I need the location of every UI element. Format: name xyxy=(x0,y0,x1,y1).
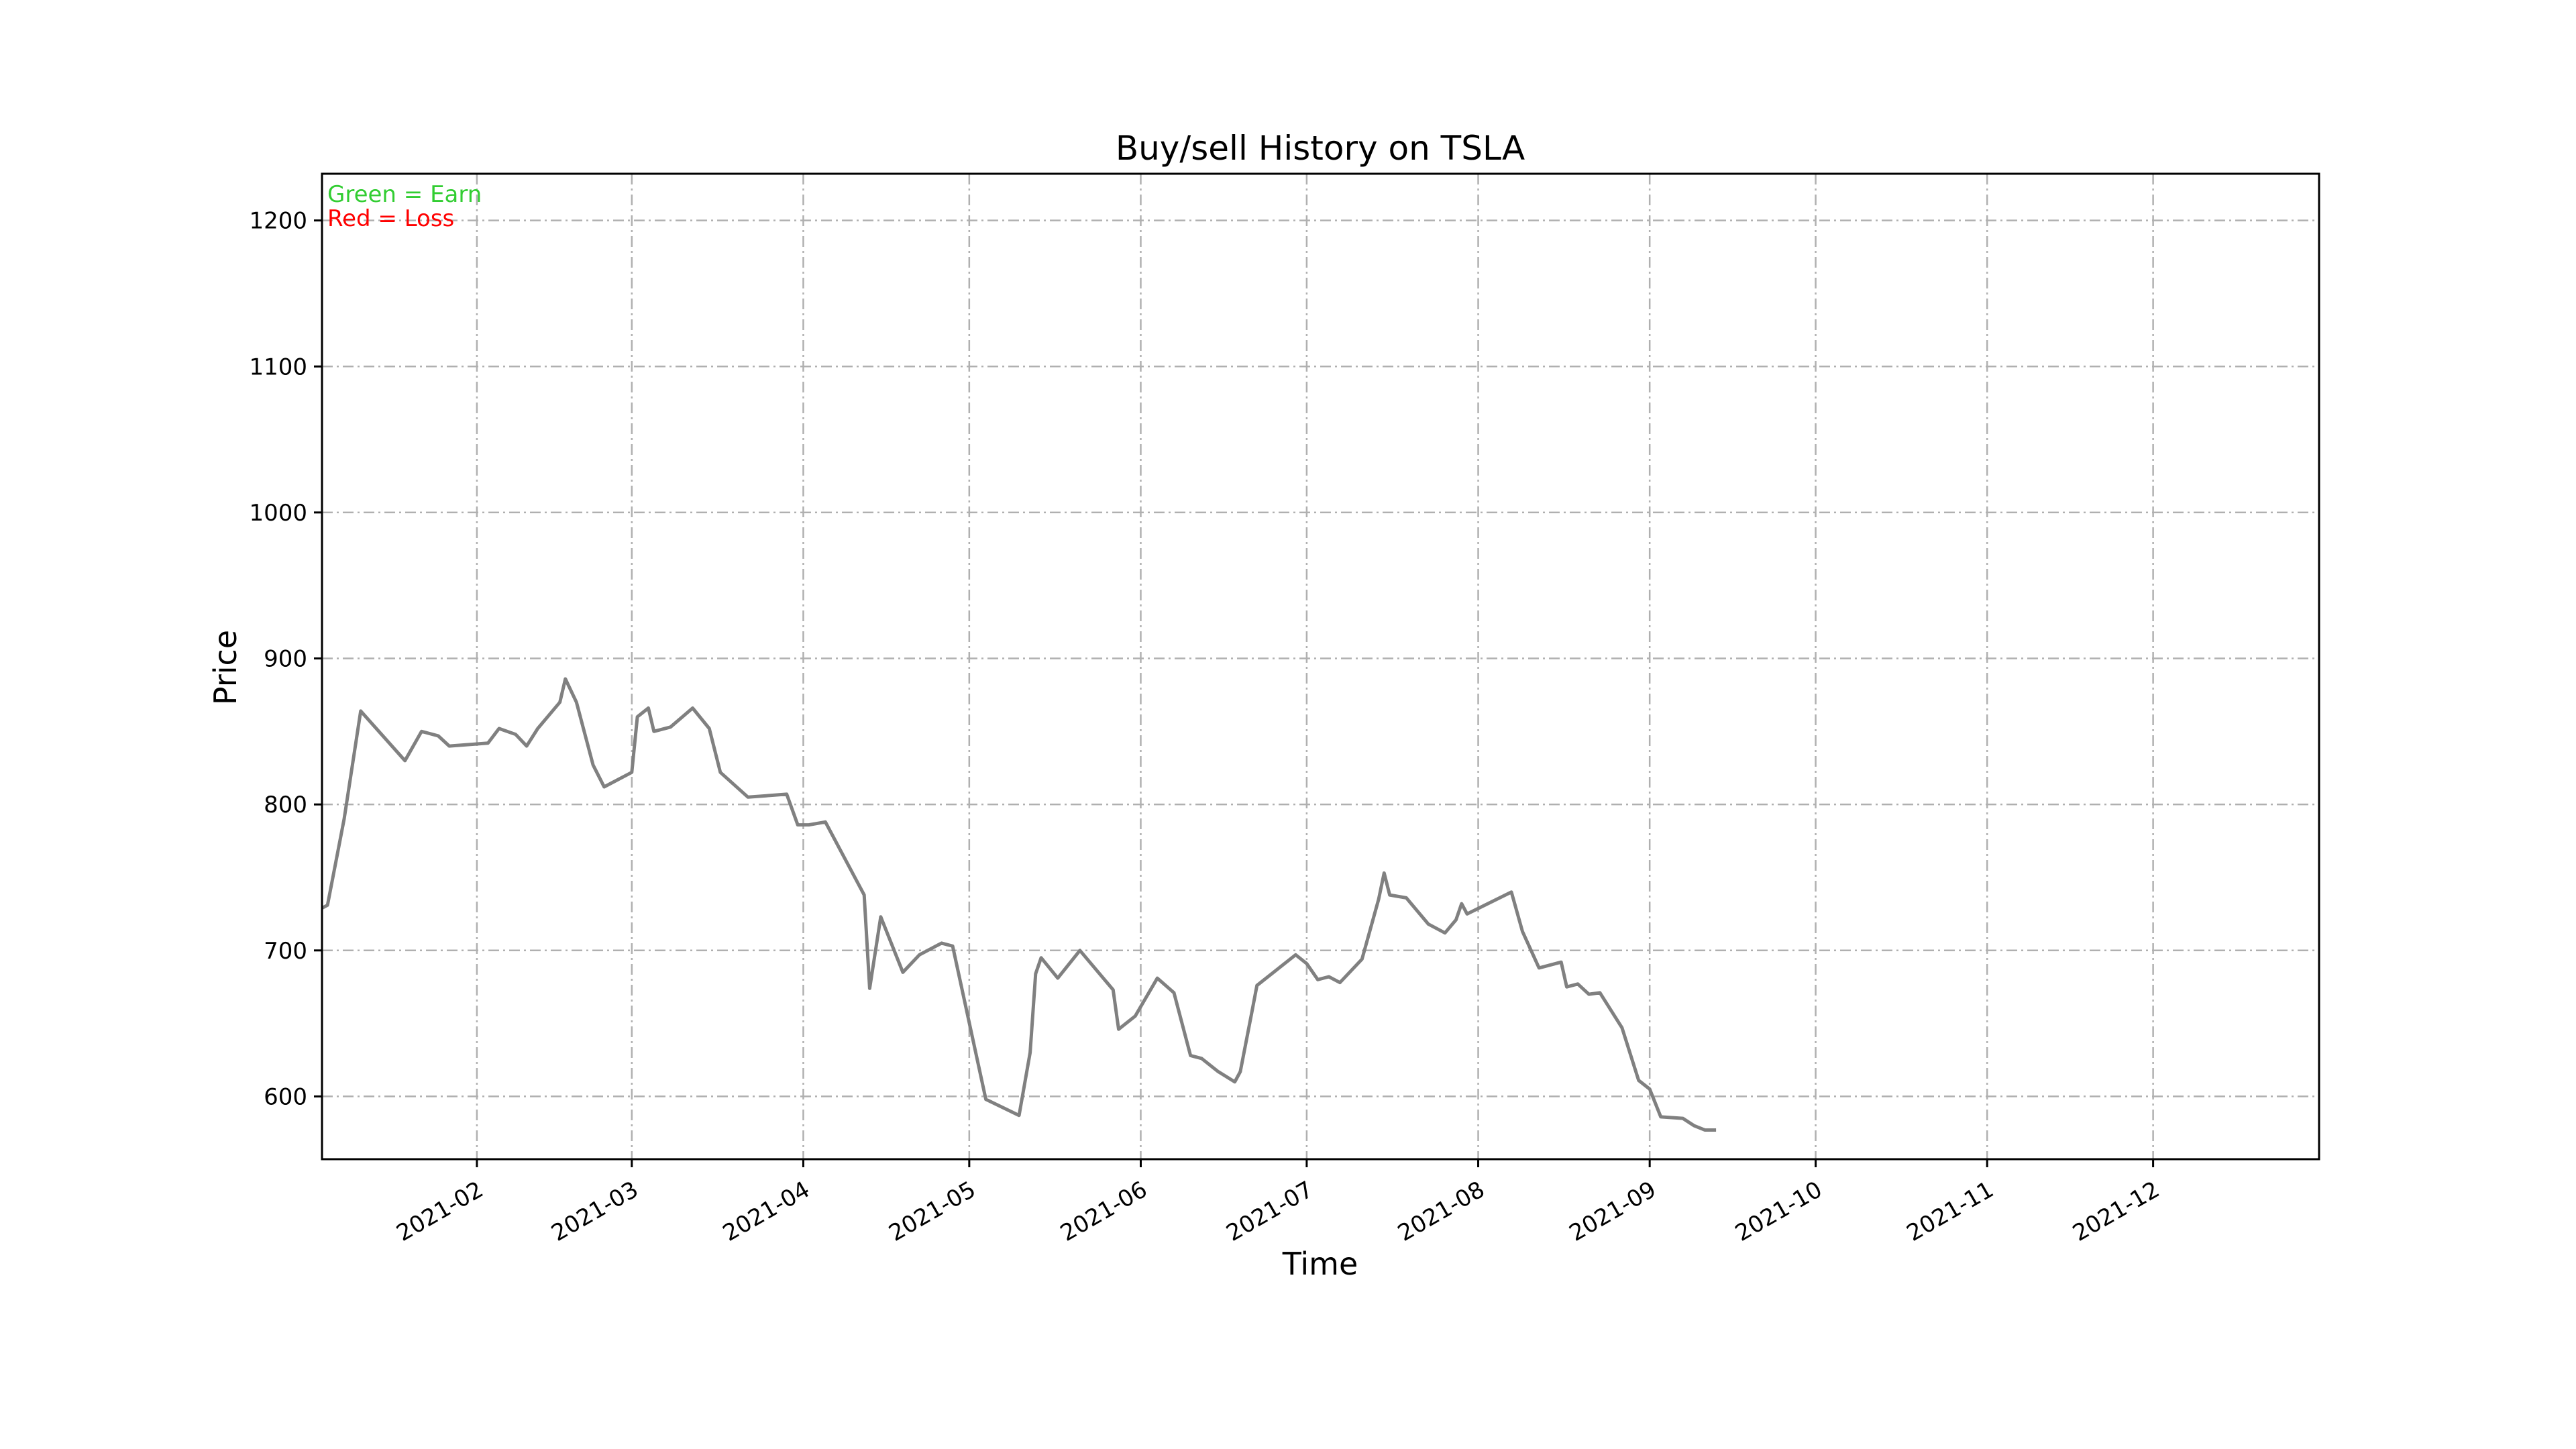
y-tick-label: 1100 xyxy=(249,354,307,380)
y-tick-label: 900 xyxy=(264,646,307,673)
y-tick-label: 1200 xyxy=(249,208,307,235)
price-line xyxy=(322,677,1717,1132)
legend-earn: Green = Earn xyxy=(327,181,482,208)
y-axis-label: Price xyxy=(207,630,244,705)
chart-title: Buy/sell History on TSLA xyxy=(1116,129,1525,168)
legend-loss: Red = Loss xyxy=(327,205,454,232)
x-axis-label: Time xyxy=(1282,1246,1358,1282)
plot-frame xyxy=(321,172,2320,1161)
price-line-layer xyxy=(322,677,1717,1132)
grid-layer xyxy=(322,174,2319,1159)
y-tick-label: 800 xyxy=(264,792,307,818)
y-tick-label: 1000 xyxy=(249,500,307,527)
y-tick-label: 700 xyxy=(264,938,307,965)
y-tick-label: 600 xyxy=(264,1083,307,1110)
